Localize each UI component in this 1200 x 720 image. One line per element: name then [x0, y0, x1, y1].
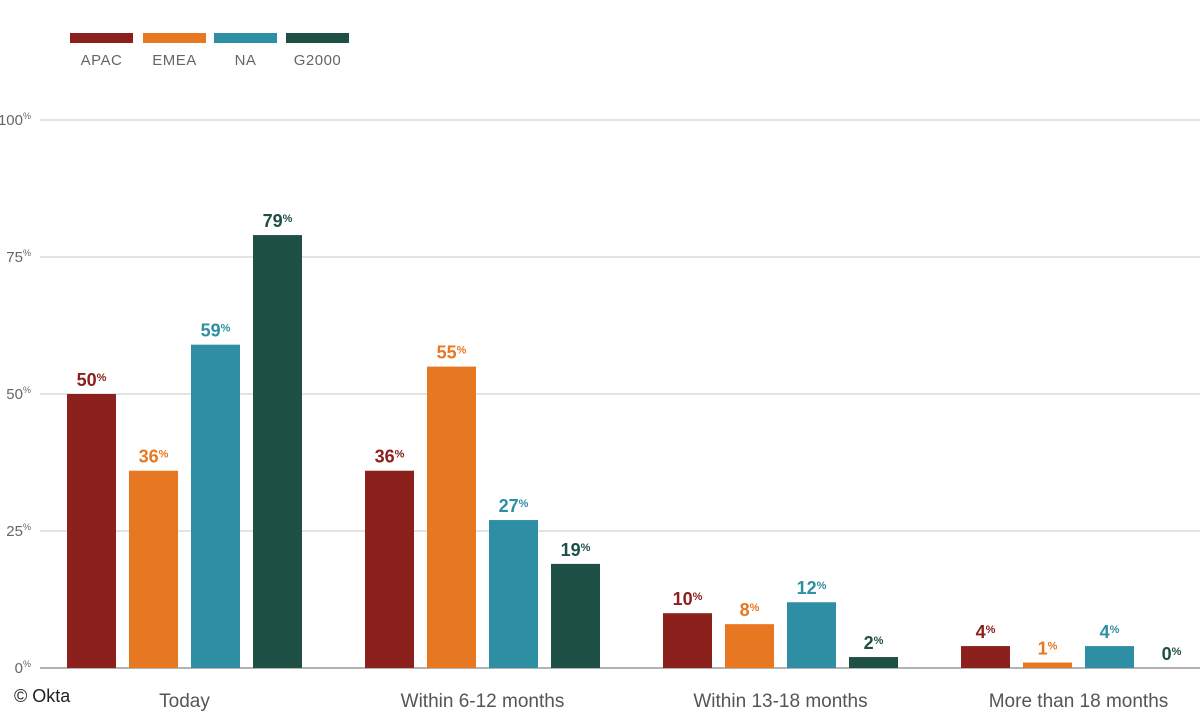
x-tick-label: More than 18 months [989, 691, 1169, 712]
data-label: 36% [139, 447, 169, 467]
copyright-notice: © Okta [12, 686, 73, 707]
data-label: 0% [1162, 644, 1182, 664]
x-axis-ticks: Today Within 6-12 months Within 13-18 mont… [159, 691, 1168, 712]
data-label: 4% [976, 622, 996, 642]
bar-apac-3 [663, 613, 712, 668]
y-tick-label: 25% [6, 522, 31, 540]
legend-label-emea: EMEA [152, 52, 197, 69]
bar-g2000-3 [849, 657, 898, 668]
legend: APAC EMEA NA G2000 [70, 33, 349, 69]
data-label: 36% [375, 447, 405, 467]
legend-swatch-emea [143, 33, 206, 43]
legend-swatch-na [214, 33, 277, 43]
bar-g2000-2 [551, 563, 600, 668]
data-label: 12% [797, 578, 827, 598]
legend-label-g2000: G2000 [294, 52, 342, 69]
data-label: 79% [263, 211, 293, 231]
legend-label-na: NA [235, 52, 257, 69]
y-tick-label: 75% [6, 248, 31, 266]
legend-label-apac: APAC [81, 52, 123, 69]
x-tick-label: Within 6-12 months [401, 691, 565, 712]
data-labels: 50% 36% 59% 79% 36% 55% 27% 19% 10% 8% 12% 2% 4% 1% 4%… [77, 211, 1182, 664]
data-label: 2% [864, 633, 884, 653]
bar-emea-4 [1023, 662, 1072, 668]
data-label: 1% [1038, 639, 1058, 659]
data-label: 50% [77, 370, 107, 390]
x-tick-label: Within 13-18 months [693, 691, 867, 712]
bar-emea-3 [725, 624, 774, 668]
data-label: 8% [740, 600, 760, 620]
data-label: 19% [561, 540, 591, 560]
bar-na-3 [787, 602, 836, 668]
y-axis-ticks: 0% 25% 50% 75% 100% [0, 111, 31, 677]
x-tick-label: Today [159, 691, 210, 712]
data-label: 59% [201, 321, 231, 341]
bar-na-2 [489, 520, 538, 668]
bar-apac-2 [365, 470, 414, 668]
bar-apac-4 [961, 646, 1010, 668]
y-tick-label: 50% [6, 385, 31, 403]
data-label: 4% [1100, 622, 1120, 642]
data-label: 27% [499, 496, 529, 516]
y-tick-label: 0% [15, 659, 31, 677]
legend-swatch-g2000 [286, 33, 349, 43]
bar-g2000-1 [253, 235, 302, 668]
bar-na-1 [191, 344, 240, 668]
data-label: 10% [673, 589, 703, 609]
bar-emea-1 [129, 470, 178, 668]
legend-swatch-apac [70, 33, 133, 43]
bar-emea-2 [427, 366, 476, 668]
bars [67, 235, 1134, 668]
data-label: 55% [437, 343, 467, 363]
y-tick-label: 100% [0, 111, 31, 129]
bar-apac-1 [67, 394, 116, 668]
bar-na-4 [1085, 646, 1134, 668]
